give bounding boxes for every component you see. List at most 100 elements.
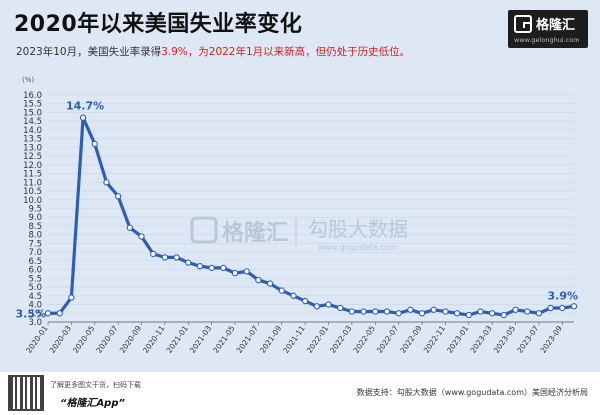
subtitle-prefix: 2023年10月，美国失业率录得 xyxy=(16,46,162,58)
data-point xyxy=(68,294,75,301)
data-point xyxy=(161,254,169,261)
x-tick-label: 2020-11 xyxy=(141,324,166,355)
data-point xyxy=(220,264,227,272)
y-tick-label: 11.5 xyxy=(23,170,42,180)
logo-name: 格隆汇 xyxy=(536,18,576,33)
qr-code-icon xyxy=(8,375,44,411)
x-tick-label: 2022-03 xyxy=(328,324,353,355)
watermark-logo-icon xyxy=(190,216,218,244)
data-point xyxy=(313,303,320,310)
y-tick-label: 13.5 xyxy=(23,135,42,145)
y-axis-label: (%) xyxy=(22,76,34,84)
x-tick-label: 2021-01 xyxy=(165,324,190,355)
data-point xyxy=(278,287,285,294)
series-unemployment-rate xyxy=(44,114,578,319)
annotations: 3.5% 14.7% 3.9% xyxy=(15,100,578,321)
y-tick-label: 4.5 xyxy=(28,292,42,302)
y-tick-label: 7.5 xyxy=(28,239,42,249)
x-tick-label: 2023-01 xyxy=(445,324,470,355)
data-point xyxy=(360,308,367,315)
data-point xyxy=(243,268,250,275)
y-tick-label: 9.5 xyxy=(28,205,42,215)
data-point xyxy=(231,269,239,277)
y-tick-label: 6.5 xyxy=(28,257,42,267)
data-point xyxy=(196,262,204,270)
data-point xyxy=(535,310,543,317)
x-axis: 2020-012020-032020-052020-072020-092020-… xyxy=(24,322,564,355)
x-tick-label: 2021-07 xyxy=(235,324,260,355)
x-tick-label: 2023-03 xyxy=(468,324,493,355)
data-point xyxy=(418,310,426,317)
data-point xyxy=(442,308,449,315)
y-tick-label: 8.5 xyxy=(28,222,42,232)
x-tick-label: 2022-11 xyxy=(422,324,447,355)
y-tick-label: 12.0 xyxy=(23,161,42,171)
brand-logo: 格隆汇 www.gelonghui.com xyxy=(508,10,588,48)
subtitle-highlight: 3.9%，为2022年1月以来新高，但仍处于历史低位。 xyxy=(161,46,411,58)
data-label: 3.5% xyxy=(15,307,46,320)
data-point xyxy=(512,306,519,313)
y-tick-label: 15.5 xyxy=(23,100,42,110)
page-subtitle: 2023年10月，美国失业率录得3.9%，为2022年1月以来新高，但仍处于历史… xyxy=(16,44,410,59)
data-source: 数据支持：勾股大数据（www.gogudata.com）美国经济分析局 xyxy=(356,388,588,397)
app-name: “格隆汇App” xyxy=(60,398,125,409)
data-point xyxy=(477,308,484,315)
data-point xyxy=(79,114,87,121)
x-tick-label: 2020-01 xyxy=(24,324,49,355)
y-tick-label: 5.5 xyxy=(28,274,42,284)
data-point xyxy=(430,306,437,313)
data-point xyxy=(44,310,52,317)
y-tick-label: 14.5 xyxy=(23,117,42,127)
x-tick-label: 2021-05 xyxy=(211,324,236,355)
y-gridlines xyxy=(48,94,574,323)
y-tick-label: 5.0 xyxy=(28,283,42,293)
x-tick-label: 2020-03 xyxy=(48,324,73,355)
data-label: 3.9% xyxy=(547,289,578,302)
data-point xyxy=(290,292,297,299)
x-tick-label: 2020-07 xyxy=(94,324,119,355)
x-tick-label: 2021-03 xyxy=(188,324,213,355)
data-point xyxy=(559,304,566,312)
y-tick-label: 7.0 xyxy=(28,248,42,258)
data-point xyxy=(547,304,554,312)
y-tick-label: 4.0 xyxy=(28,301,42,311)
data-point xyxy=(56,310,63,317)
y-tick-label: 16.0 xyxy=(23,91,42,101)
x-tick-label: 2023-07 xyxy=(515,324,540,355)
data-point xyxy=(325,301,332,308)
x-tick-label: 2023-05 xyxy=(492,324,517,355)
data-point xyxy=(337,304,344,312)
data-point xyxy=(266,280,274,287)
logo-url: www.gelonghui.com xyxy=(514,36,580,44)
watermark-left: 格隆汇 xyxy=(222,220,288,246)
y-tick-label: 13.0 xyxy=(23,143,42,153)
y-tick-label: 9.0 xyxy=(28,213,42,223)
x-tick-label: 2023-09 xyxy=(539,324,564,355)
watermark-right-url: www.gogudata.com xyxy=(318,243,397,252)
data-point xyxy=(395,310,402,317)
x-tick-label: 2022-07 xyxy=(375,324,400,355)
data-label: 14.7% xyxy=(66,100,104,113)
page-title: 2020年以来美国失业率变化 xyxy=(14,12,303,37)
data-point xyxy=(524,308,531,315)
qr-note: 了解更多图文干货，扫码下载 xyxy=(50,381,141,389)
data-point xyxy=(91,140,98,148)
data-point xyxy=(383,308,391,315)
data-point xyxy=(453,310,461,317)
x-tick-label: 2021-11 xyxy=(281,324,306,355)
y-tick-label: 6.0 xyxy=(28,266,42,276)
watermark-right: 勾股大数据 xyxy=(308,217,408,241)
y-tick-label: 8.0 xyxy=(28,231,42,241)
watermark: 格隆汇 勾股大数据 www.gogudata.com xyxy=(190,216,408,252)
y-tick-label: 11.0 xyxy=(23,178,42,188)
x-tick-label: 2022-01 xyxy=(305,324,330,355)
footer: 了解更多图文干货，扫码下载 “格隆汇App” 数据支持：勾股大数据（www.go… xyxy=(0,372,600,415)
data-point xyxy=(103,179,110,186)
data-point xyxy=(138,233,145,240)
series-line xyxy=(46,116,576,317)
x-tick-label: 2022-05 xyxy=(352,324,377,355)
unemployment-line-chart: 格隆汇 勾股大数据 www.gogudata.com 3.03.54.04.55… xyxy=(15,76,578,355)
data-point xyxy=(302,297,309,305)
x-tick-label: 2021-09 xyxy=(258,324,283,355)
